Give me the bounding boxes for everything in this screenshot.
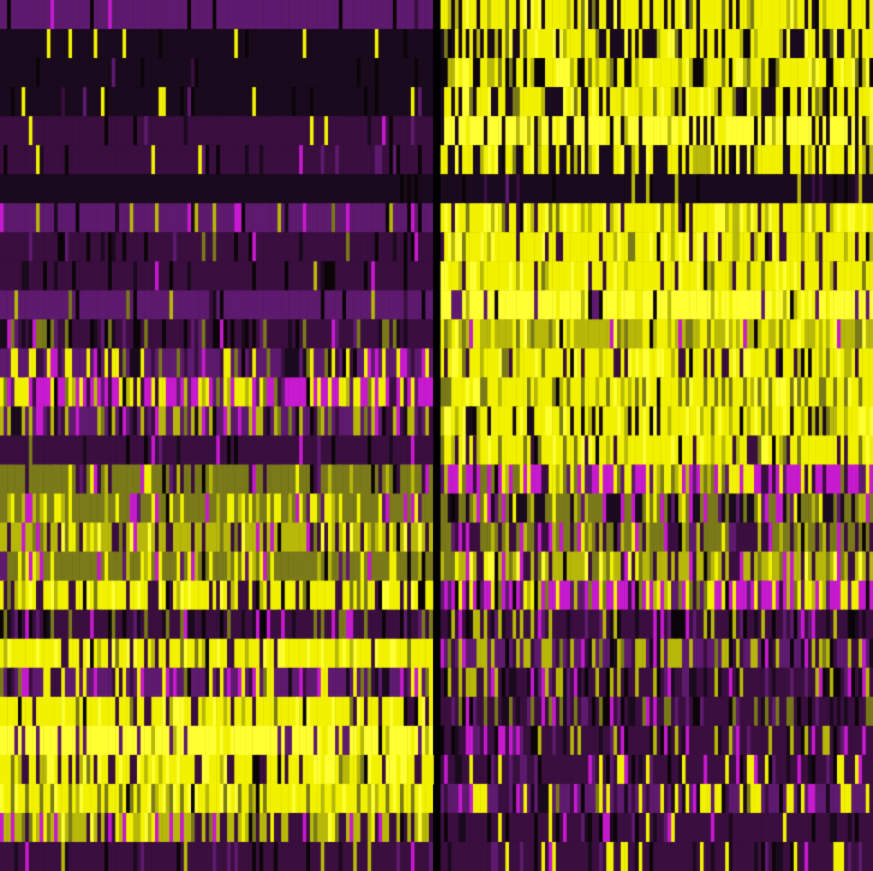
- heatmap-container: [0, 0, 873, 871]
- heatmap-canvas: [0, 0, 873, 871]
